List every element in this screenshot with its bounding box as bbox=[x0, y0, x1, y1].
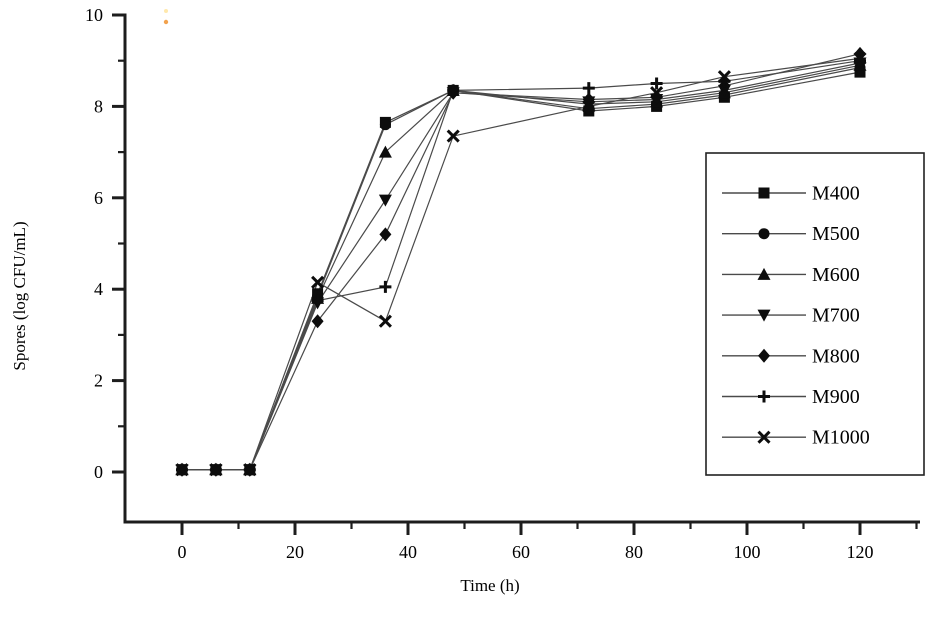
legend-label: M700 bbox=[812, 305, 860, 327]
x-axis-title: Time (h) bbox=[460, 576, 520, 595]
series-M900-marker bbox=[311, 294, 324, 307]
series-M900-marker bbox=[447, 84, 460, 97]
y-axis-tick-label: 6 bbox=[94, 188, 103, 208]
series-M700-marker bbox=[378, 194, 392, 207]
x-axis-tick-label: 40 bbox=[399, 542, 417, 562]
y-axis-tick-label: 8 bbox=[94, 96, 103, 116]
series-M1000-marker bbox=[582, 99, 596, 113]
x-axis-tick-label: 120 bbox=[847, 542, 874, 562]
legend-label: M400 bbox=[812, 183, 860, 205]
legend-label: M900 bbox=[812, 386, 860, 408]
legend-marker-diamond-icon bbox=[758, 348, 770, 363]
y-axis-tick-label: 4 bbox=[94, 279, 103, 299]
legend-entry-M500: M500 bbox=[722, 223, 860, 245]
y-axis-tick-label: 0 bbox=[94, 462, 103, 482]
series-M900-marker bbox=[650, 77, 663, 90]
series-M1000-marker bbox=[311, 275, 325, 289]
x-axis-tick-label: 80 bbox=[625, 542, 643, 562]
series-M1000-marker bbox=[650, 86, 664, 100]
series-M500-marker bbox=[379, 119, 391, 131]
series-M1000-marker bbox=[209, 463, 223, 477]
legend-entry-M900: M900 bbox=[722, 386, 860, 408]
legend-marker-x-icon bbox=[757, 430, 771, 444]
legend-marker-triangle-down-icon bbox=[757, 309, 771, 322]
y-axis-title: Spores (log CFU/mL) bbox=[10, 221, 29, 371]
series-M1000-marker bbox=[717, 70, 731, 84]
series-M900-marker bbox=[379, 280, 392, 293]
legend-label: M500 bbox=[812, 223, 860, 245]
series-M1000-marker bbox=[175, 463, 189, 477]
series-M1000-marker bbox=[853, 51, 867, 65]
series-M1000-marker bbox=[243, 463, 257, 477]
series-M600-marker bbox=[378, 145, 392, 158]
legend-marker-square-icon bbox=[758, 187, 770, 199]
legend-marker-plus-icon bbox=[758, 390, 770, 403]
artifact-dot bbox=[164, 9, 168, 13]
y-axis-tick-label: 10 bbox=[85, 5, 103, 25]
legend-label: M600 bbox=[812, 264, 860, 286]
artifact-dot bbox=[163, 19, 169, 25]
legend-entry-M700: M700 bbox=[722, 305, 860, 327]
x-axis-tick-label: 100 bbox=[734, 542, 761, 562]
series-M1000-marker bbox=[446, 129, 460, 143]
legend-entry-M800: M800 bbox=[722, 345, 860, 367]
legend-entry-M600: M600 bbox=[722, 264, 860, 286]
series-M800-marker bbox=[379, 227, 392, 242]
series-M900-marker bbox=[582, 82, 595, 95]
x-axis-tick-label: 0 bbox=[178, 542, 187, 562]
y-axis-tick-label: 2 bbox=[94, 371, 103, 391]
x-axis-tick-label: 60 bbox=[512, 542, 530, 562]
legend-marker-circle-icon bbox=[758, 228, 770, 240]
series-M1000-marker bbox=[378, 314, 392, 328]
series-M800-marker bbox=[311, 314, 324, 329]
legend-label: M800 bbox=[812, 345, 860, 367]
x-axis-tick-label: 20 bbox=[286, 542, 304, 562]
legend-entry-M400: M400 bbox=[722, 183, 860, 205]
series-M1000-line bbox=[182, 57, 861, 471]
legend-entry-M1000: M1000 bbox=[722, 427, 870, 449]
legend-label: M1000 bbox=[812, 427, 870, 449]
legend-marker-triangle-up-icon bbox=[757, 267, 771, 280]
legend-box bbox=[705, 152, 925, 476]
